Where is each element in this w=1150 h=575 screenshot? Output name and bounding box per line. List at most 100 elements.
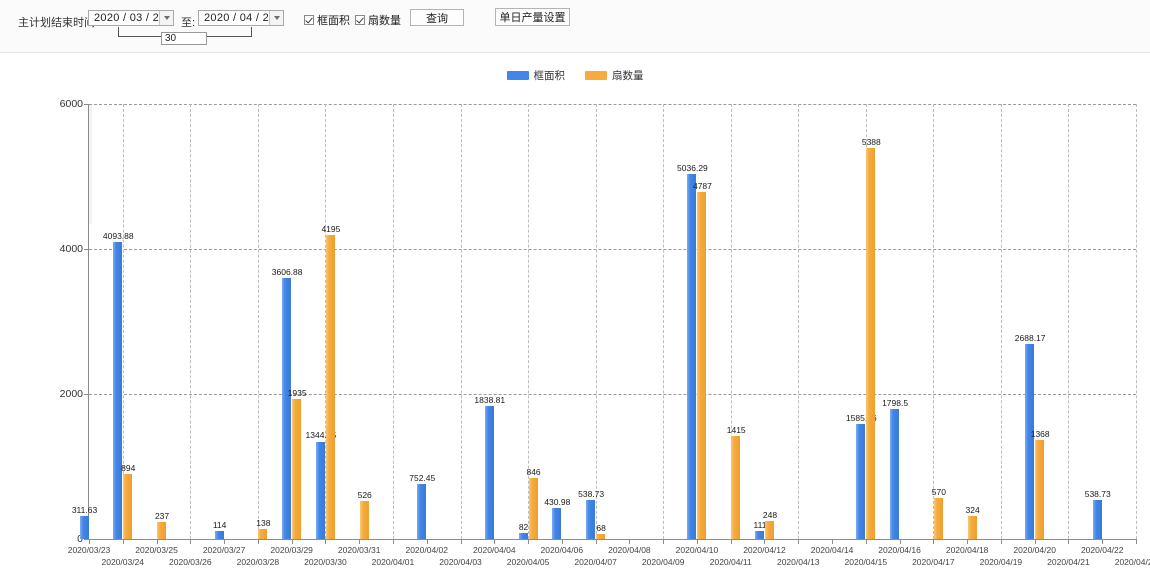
bar-count[interactable] — [731, 436, 741, 539]
x-axis-tick-label: 2020/04/10 — [675, 545, 719, 555]
x-axis-tick-label: 2020/03/26 — [169, 557, 212, 567]
bar-value-label: 1368 — [1030, 428, 1050, 439]
bar-area[interactable] — [754, 530, 764, 539]
legend-label-area: 框面积 — [533, 70, 566, 82]
bar-count[interactable] — [292, 398, 302, 539]
bar-value-label: 538.73 — [1084, 488, 1111, 499]
bar-area[interactable] — [417, 484, 427, 539]
x-axis-tick-label: 2020/04/20 — [1013, 545, 1056, 555]
bar-area[interactable] — [214, 530, 224, 539]
bar-value-label: 111 — [753, 519, 767, 530]
x-axis-tick-label: 2020/04/17 — [912, 557, 955, 567]
chevron-down-icon[interactable] — [269, 11, 283, 25]
x-axis-tick-label: 2020/04/14 — [810, 545, 854, 555]
bar-count[interactable] — [866, 148, 876, 539]
x-axis-tick-label: 2020/03/28 — [236, 557, 280, 567]
bar-area[interactable] — [890, 408, 900, 539]
bar-area[interactable] — [1025, 344, 1035, 539]
bar-value-label: 1585.96 — [845, 413, 877, 424]
bar-area[interactable] — [1092, 499, 1102, 539]
bar-count[interactable] — [157, 521, 167, 539]
x-axis-tick-label: 2020/04/22 — [1080, 545, 1124, 555]
x-axis-tick-mark — [1068, 539, 1070, 544]
bar-area[interactable] — [552, 507, 562, 539]
legend-item-area[interactable]: 框面积 — [506, 68, 566, 83]
to-label: 至: — [181, 17, 196, 29]
checkbox-area[interactable]: 框面积 — [304, 12, 350, 28]
date-from-picker[interactable]: 2020 / 03 / 24 — [88, 10, 174, 26]
bar-area[interactable] — [282, 277, 292, 539]
y-axis-tick-mark — [84, 104, 89, 105]
x-axis-tick-mark — [460, 539, 462, 544]
x-axis-tick-label: 2020/04/06 — [540, 545, 584, 555]
bar-count[interactable] — [359, 500, 369, 539]
bar-chart-plot: 0 2000 4000 6000 2020/03/23 2020/03/24 2020/03… — [60, 98, 1150, 567]
daily-output-settings-button[interactable]: 单日产量设置 — [495, 8, 570, 26]
checkbox-count[interactable]: 扇数量 — [355, 12, 401, 28]
bar-count[interactable] — [325, 234, 335, 539]
bar-area[interactable] — [586, 499, 596, 539]
bar-count[interactable] — [596, 534, 606, 539]
bar-area[interactable] — [856, 424, 866, 539]
bar-count[interactable] — [258, 529, 268, 539]
bar-count[interactable] — [1035, 439, 1045, 539]
bar-value-label: 1838.81 — [474, 394, 506, 405]
x-axis-tick-mark — [629, 539, 631, 544]
date-from-value: 2020 / 03 / 24 — [94, 12, 166, 24]
legend-swatch-area — [506, 71, 529, 80]
plot-left-accent — [89, 104, 92, 224]
date-to-picker[interactable]: 2020 / 04 / 23 — [198, 10, 284, 26]
x-axis-tick-mark — [899, 539, 901, 544]
y-axis-tick-mark — [84, 249, 89, 250]
checkbox-count-box[interactable] — [355, 15, 365, 25]
bar-value-label: 1798.5 — [882, 397, 909, 408]
bar-value-label: 526 — [357, 489, 372, 500]
bar-area[interactable] — [484, 405, 494, 539]
x-axis-tick-label: 2020/04/04 — [473, 545, 516, 555]
gridline-vertical — [730, 104, 732, 539]
bar-value-label: 324 — [965, 504, 980, 515]
x-axis-tick-mark — [730, 539, 732, 544]
bar-count[interactable] — [967, 515, 977, 539]
gridline-vertical — [460, 104, 462, 539]
bar-value-label: 4195 — [321, 223, 341, 234]
x-axis-tick-mark — [392, 539, 394, 544]
x-axis-tick-mark — [696, 539, 698, 544]
bar-area[interactable] — [79, 516, 89, 539]
checkbox-area-box[interactable] — [304, 15, 314, 25]
bar-area[interactable] — [315, 441, 325, 539]
bar-count[interactable] — [123, 474, 133, 539]
gridline-horizontal — [89, 104, 1136, 105]
x-axis-tick-label: 2020/03/29 — [270, 545, 313, 555]
x-axis-tick-label: 2020/04/07 — [574, 557, 617, 567]
x-axis-tick-mark — [528, 539, 530, 544]
gridline-vertical — [1000, 104, 1002, 539]
bar-value-label: 4787 — [692, 180, 712, 191]
x-axis-tick-mark — [1034, 539, 1036, 544]
chevron-down-icon[interactable] — [159, 11, 173, 25]
x-axis-tick-mark — [156, 539, 158, 544]
x-axis-tick-label: 2020/04/01 — [371, 557, 415, 567]
legend-item-count[interactable]: 扇数量 — [585, 68, 644, 83]
bar-value-label: 846 — [526, 466, 541, 477]
bar-count[interactable] — [528, 477, 538, 539]
x-axis-tick-label: 2020/04/13 — [776, 557, 820, 567]
x-axis-tick-label: 2020/03/30 — [304, 557, 347, 567]
bar-count[interactable] — [764, 521, 774, 539]
legend-label-count: 扇数量 — [612, 70, 644, 82]
x-axis-tick-label: 2020/04/08 — [608, 545, 651, 555]
bar-area[interactable] — [687, 173, 697, 539]
bar-count[interactable] — [697, 191, 707, 539]
span-days-input[interactable]: 30 — [161, 32, 207, 45]
gridline-vertical — [663, 104, 665, 539]
bar-area[interactable] — [113, 242, 123, 539]
query-button[interactable]: 查询 — [410, 9, 464, 26]
y-axis-tick-label: 6000 — [59, 98, 83, 110]
gridline-vertical — [528, 104, 530, 539]
bar-value-label: 538.73 — [578, 488, 605, 499]
bar-value-label: 752.45 — [409, 473, 436, 484]
bar-area[interactable] — [518, 533, 528, 539]
bar-count[interactable] — [933, 497, 943, 539]
x-axis-tick-mark — [595, 539, 597, 544]
